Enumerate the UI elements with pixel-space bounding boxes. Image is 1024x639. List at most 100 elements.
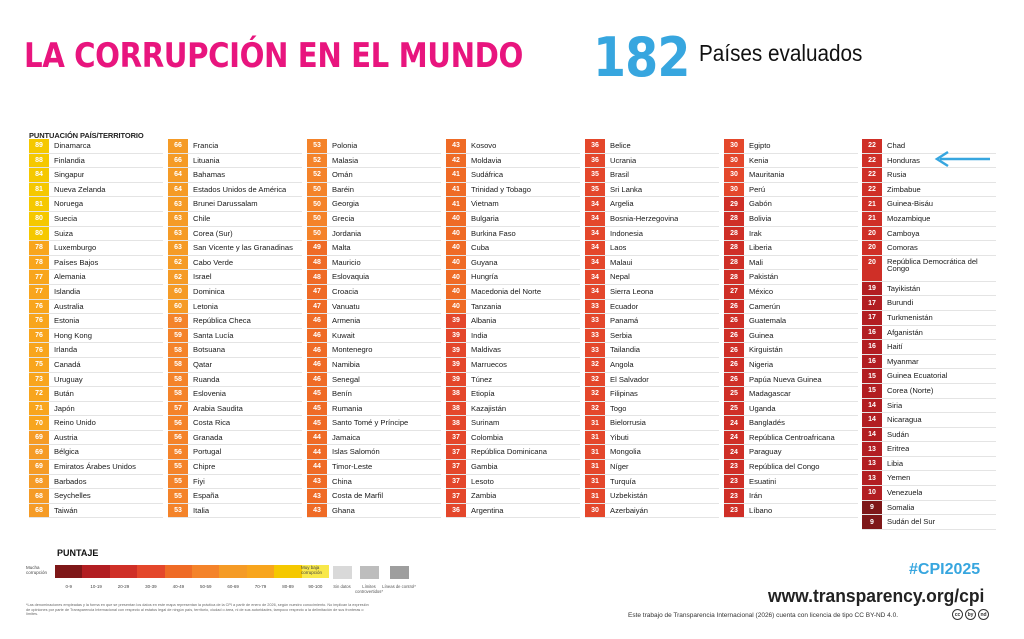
table-row: 76 Irlanda: [29, 343, 163, 358]
table-row: 63 Chile: [168, 211, 302, 227]
country-name: Vietnam: [471, 199, 499, 209]
table-row: 31 Mongolia: [585, 445, 719, 461]
country-name: Letonia: [193, 301, 218, 311]
footnote: *Las denominaciones empleadas y la forma…: [26, 603, 369, 617]
score-cell: 14: [862, 413, 882, 427]
table-row: 36 Argentina: [446, 503, 580, 519]
table-row: 46 Kuwait: [307, 328, 441, 344]
score-cell: 58: [168, 372, 188, 387]
country-name: Bélgica: [54, 447, 79, 457]
country-name: Timor-Leste: [332, 462, 373, 472]
country-name: Arabia Saudita: [193, 403, 243, 413]
score-cell: 9: [862, 500, 882, 515]
table-row: 66 Lituania: [168, 153, 302, 169]
country-name: Indonesia: [610, 228, 643, 238]
country-name: Perú: [749, 184, 766, 194]
score-cell: 34: [585, 226, 605, 241]
country-name: Bolivia: [749, 213, 772, 223]
country-name: Venezuela: [887, 488, 923, 498]
country-name: Bosnia-Herzegovina: [610, 213, 679, 223]
table-row: 37 Colombia: [446, 430, 580, 446]
country-name: Estonia: [54, 316, 80, 326]
table-row: 40 Tanzania: [446, 299, 580, 315]
score-cell: 37: [446, 460, 466, 474]
table-row: 29 Gabón: [724, 197, 858, 212]
country-name: Kuwait: [332, 330, 355, 340]
country-name: Maldivas: [471, 345, 501, 355]
country-name: Islas Salomón: [332, 447, 380, 457]
country-name: Japón: [54, 403, 75, 413]
score-cell: 39: [446, 314, 466, 328]
country-name: México: [749, 286, 774, 296]
country-name: República Checa: [193, 316, 251, 326]
score-cell: 72: [29, 387, 49, 401]
score-cell: 73: [29, 372, 49, 387]
score-cell: 80: [29, 211, 49, 226]
country-name: Sudán del Sur: [887, 517, 936, 527]
country-name: Italia: [193, 505, 210, 515]
score-cell: 47: [307, 284, 327, 299]
country-name: Montenegro: [332, 345, 373, 355]
score-cell: 24: [724, 416, 744, 430]
country-name: Brunei Darussalam: [193, 199, 258, 209]
country-name: Liberia: [749, 243, 772, 253]
table-row: 88 Finlandia: [29, 153, 163, 169]
score-cell: 21: [862, 211, 882, 226]
country-name: Túnez: [471, 374, 493, 384]
table-row: 63 San Vicente y las Granadinas: [168, 241, 302, 256]
table-row: 50 Baréin: [307, 182, 441, 198]
table-row: 20 República Democrática del Congo: [862, 255, 996, 282]
table-row: 46 Montenegro: [307, 343, 441, 358]
table-row: 35 Brasil: [585, 168, 719, 183]
score-cell: 38: [446, 401, 466, 416]
country-name: Georgia: [332, 199, 360, 209]
table-row: 28 Mali: [724, 255, 858, 271]
country-name: Lituania: [193, 155, 220, 165]
table-row: 69 Emiratos Árabes Unidos: [29, 460, 163, 475]
table-row: 31 Bielorrusia: [585, 416, 719, 431]
score-cell: 26: [724, 357, 744, 372]
country-name: Chipre: [193, 462, 216, 472]
table-row: 48 Eslovaquia: [307, 270, 441, 285]
country-name: Albania: [471, 316, 497, 326]
score-cell: 58: [168, 357, 188, 372]
country-name: Egipto: [749, 141, 771, 150]
legend-disputed-swatch: [360, 566, 379, 579]
country-name: Mali: [749, 257, 763, 267]
table-row: 33 Panamá: [585, 314, 719, 329]
table-row: 21 Guinea-Bisáu: [862, 197, 996, 212]
score-cell: 76: [29, 328, 49, 343]
table-row: 28 Irak: [724, 226, 858, 242]
score-cell: 43: [307, 489, 327, 503]
score-cell: 15: [862, 369, 882, 383]
score-cell: 33: [585, 314, 605, 328]
score-cell: 30: [724, 168, 744, 182]
country-name: Honduras: [887, 155, 920, 165]
score-cell: 78: [29, 255, 49, 270]
table-row: 16 Afganistán: [862, 325, 996, 341]
table-row: 38 Etiopía: [446, 387, 580, 402]
website-link[interactable]: www.transparency.org/cpi: [768, 586, 985, 606]
country-name: Bangladés: [749, 418, 785, 428]
country-name: Ghana: [332, 505, 355, 515]
table-row: 28 Liberia: [724, 241, 858, 256]
table-column: 22 Chad 22 Honduras 22 Rusia 22 Zimbabue 21 Guine…: [862, 139, 996, 530]
score-cell: 39: [446, 343, 466, 357]
table-row: 31 Yibuti: [585, 430, 719, 446]
country-name: Argelia: [610, 199, 634, 209]
score-cell: 28: [724, 211, 744, 226]
country-name: República Centroafricana: [749, 432, 835, 442]
score-cell: 63: [168, 226, 188, 241]
score-cell: 22: [862, 153, 882, 168]
country-name: Paraguay: [749, 447, 782, 457]
country-name: Ruanda: [193, 374, 220, 384]
country-name: Serbia: [610, 330, 632, 340]
score-cell: 32: [585, 357, 605, 372]
score-cell: 31: [585, 416, 605, 430]
table-column: 43 Kosovo 42 Moldavia 41 Sudáfrica 41 Trinidad …: [446, 139, 580, 519]
score-cell: 22: [862, 168, 882, 182]
table-row: 49 Malta: [307, 241, 441, 256]
score-cell: 75: [29, 357, 49, 372]
country-name: China: [332, 476, 352, 486]
table-row: 56 Granada: [168, 430, 302, 446]
